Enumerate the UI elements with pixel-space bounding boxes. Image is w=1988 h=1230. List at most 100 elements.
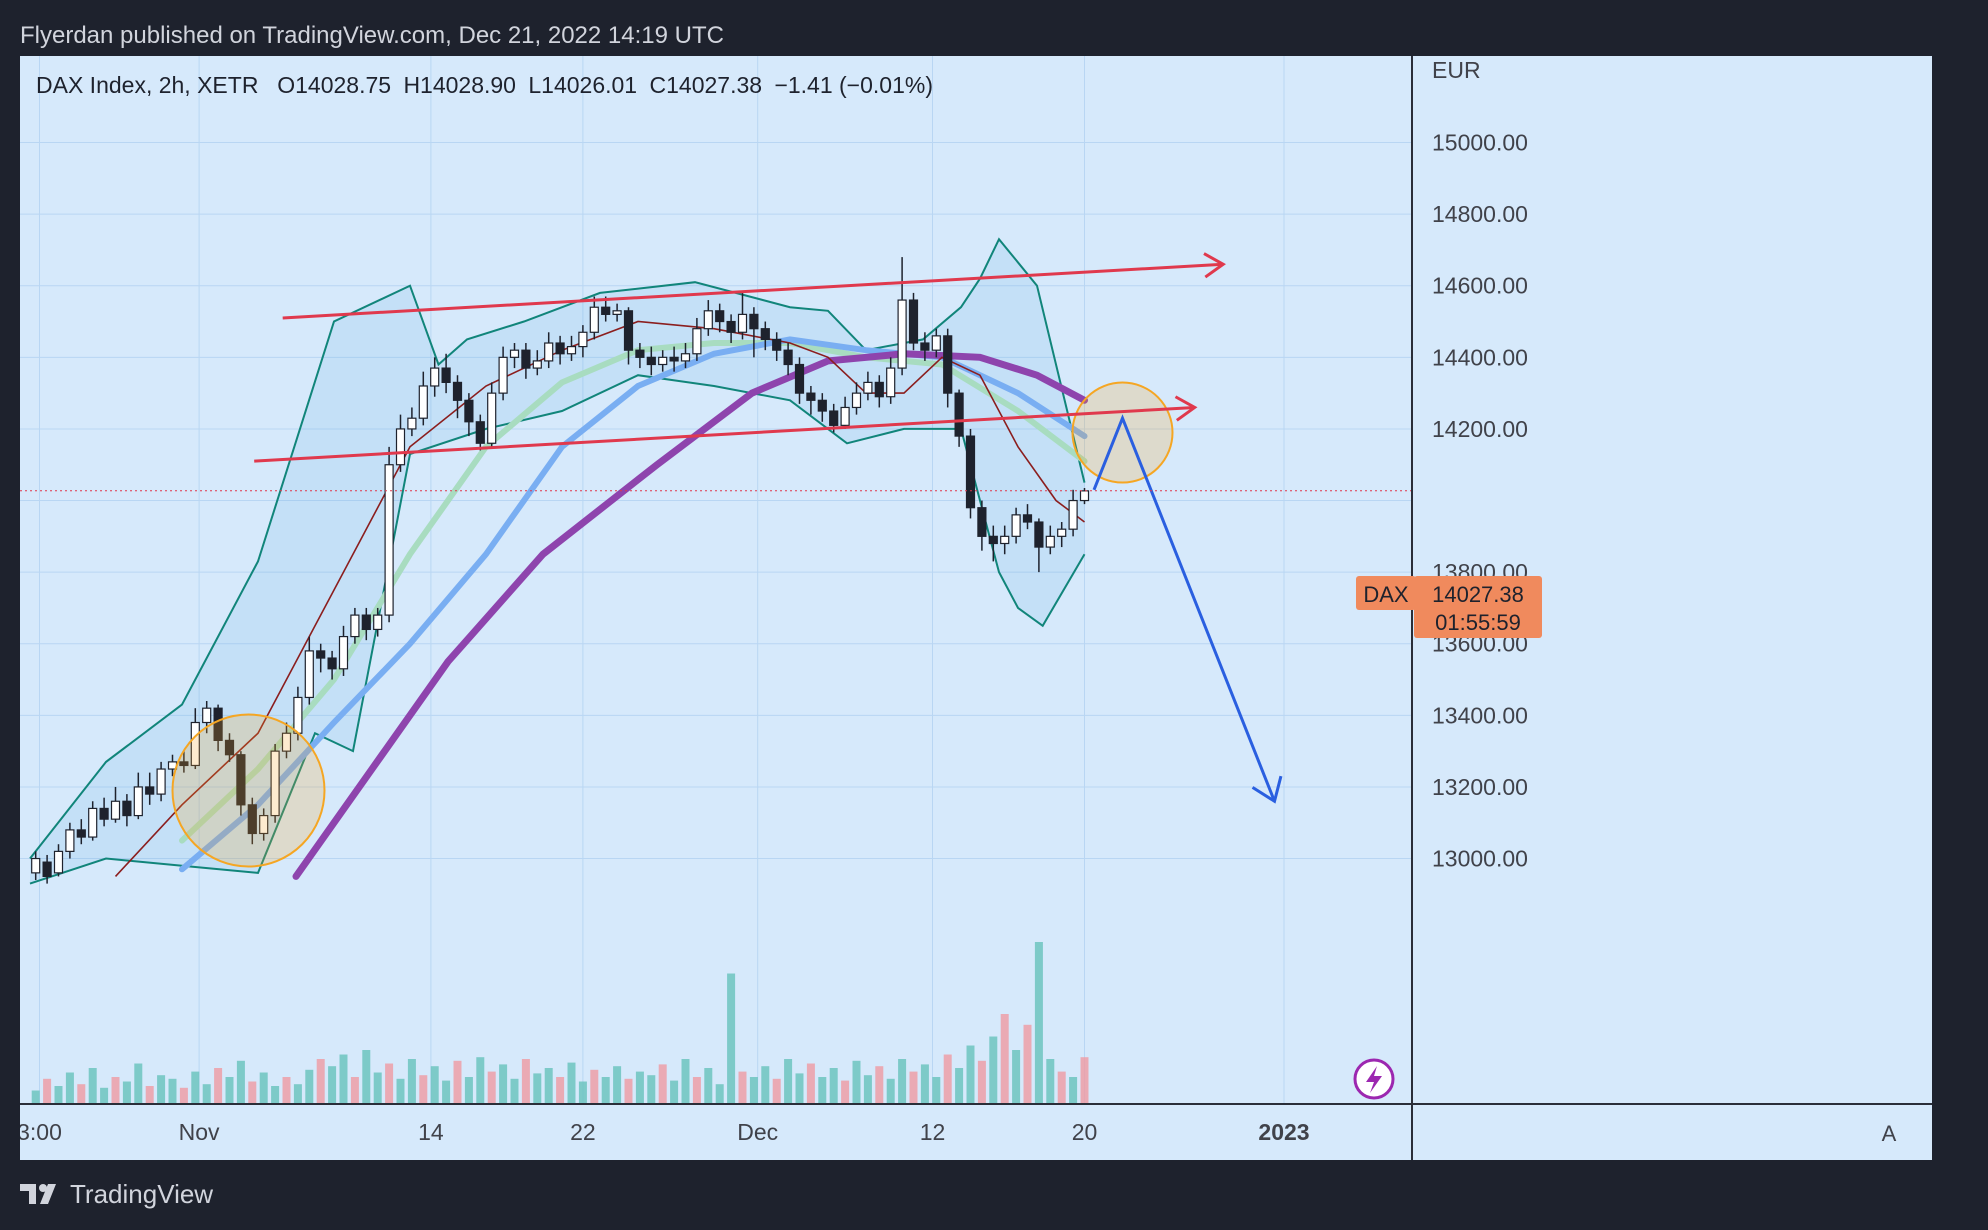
volume-bar [738,1071,747,1104]
volume-bar [1057,1071,1066,1104]
candle-body [965,435,976,509]
candle-body [760,328,770,341]
volume-bar [886,1078,895,1104]
candle-body [31,857,41,874]
candle-body [623,310,634,351]
volume-bar [544,1068,553,1104]
candle-body [259,814,269,835]
volume-bar [168,1078,177,1104]
volume-bar [601,1077,610,1104]
candle-body [133,786,143,817]
volume-bar [670,1080,679,1104]
price-chart[interactable]: EUR 15000.0014800.0014600.0014400.001420… [20,56,1932,1160]
candle-body [555,342,565,355]
trend-line [282,262,1224,320]
volume-bar [613,1066,622,1104]
volume-bar [795,1073,804,1104]
chart-frame[interactable]: EUR 15000.00 14800.00 14600.00 14400.00 1420… [20,56,1932,1160]
volume-bar [784,1059,793,1104]
volume-bar [339,1054,348,1104]
candle-body [532,360,542,369]
drawings [171,252,1283,868]
price-tag: DAX 14027.38 01:55:59 [1356,576,1542,638]
tradingview-footer[interactable]: TradingView [20,1172,213,1216]
candle-body [384,464,394,616]
volume-bar [282,1077,291,1104]
symbol-label: DAX Index, 2h, XETR [36,72,259,98]
volume-bar [510,1078,519,1104]
volume-bar [818,1077,827,1104]
candle-body [498,356,508,394]
low-value: L14026.01 [528,72,638,98]
candle-body [76,829,86,838]
volume-bar [248,1081,257,1104]
symbol-tag-label: DAX [1363,582,1409,607]
time-tick-label: 22 [570,1119,596,1145]
candle-body [715,310,725,323]
auto-scale-button[interactable]: A [1882,1121,1897,1146]
volume-bar [65,1072,74,1104]
candle-body [99,807,109,820]
volume-bar [293,1084,302,1104]
time-tick-label: 12 [920,1119,946,1145]
candle-body [1011,514,1021,537]
candle-body [749,313,759,330]
volume-bar [385,1063,394,1104]
volume-bar [727,973,736,1104]
volume-bar [658,1064,667,1104]
volume-bar [932,1077,941,1104]
volume-bar [464,1077,473,1104]
volume-bar [453,1060,462,1104]
volume-bar [1069,1077,1078,1104]
volume-bar [898,1059,907,1104]
candle-body [65,829,75,852]
candle-body [224,739,235,756]
tradingview-logo-icon [20,1184,56,1204]
candle-body [589,306,599,333]
candle-body [977,507,987,537]
candle-body [487,392,497,444]
volume-bar [316,1059,325,1104]
volume-bar [761,1066,770,1104]
time-tick-label: 2023 [1258,1119,1309,1145]
candle-body [829,410,839,426]
highlight-circle [1071,381,1174,484]
volume-bar [715,1084,724,1104]
trend-arrowhead [1203,252,1226,279]
candle-body [794,363,805,394]
candle-body [122,800,132,817]
bar-countdown: 01:55:59 [1435,610,1521,635]
bollinger-lower-line [29,374,1086,885]
price-tick-label: 13000.00 [1432,846,1528,872]
candle-body [156,768,166,795]
volume-bar [704,1068,713,1104]
candle-body [304,650,314,699]
ma-purple-line [292,350,1088,880]
volume-bar [122,1081,131,1104]
symbol-tag-bg [1356,576,1416,610]
volume-bar [920,1064,929,1104]
volume-bar [396,1078,405,1104]
candle-body [361,614,371,631]
volume-bar [499,1064,508,1104]
volume-bar [533,1073,542,1104]
candle-body [806,392,816,401]
volume-bar [943,1054,952,1104]
candle-body [680,353,691,362]
lightning-icon[interactable] [1353,1058,1395,1100]
volume-bar [259,1072,268,1104]
volume-bar [1034,942,1043,1104]
candle-body [1045,535,1055,548]
volume-bar [521,1059,530,1104]
candle-body [658,356,668,366]
volume-bar [134,1063,143,1104]
volume-bar [578,1081,587,1104]
candle-body [373,614,383,631]
volume-bar [1012,1050,1021,1104]
candle-body [1057,528,1067,537]
candle-body [395,428,406,466]
volume-bar [88,1068,97,1104]
volume-bar [989,1036,998,1104]
price-tick-label: 15000.00 [1432,130,1528,156]
trend-arrowhead [1174,395,1198,422]
